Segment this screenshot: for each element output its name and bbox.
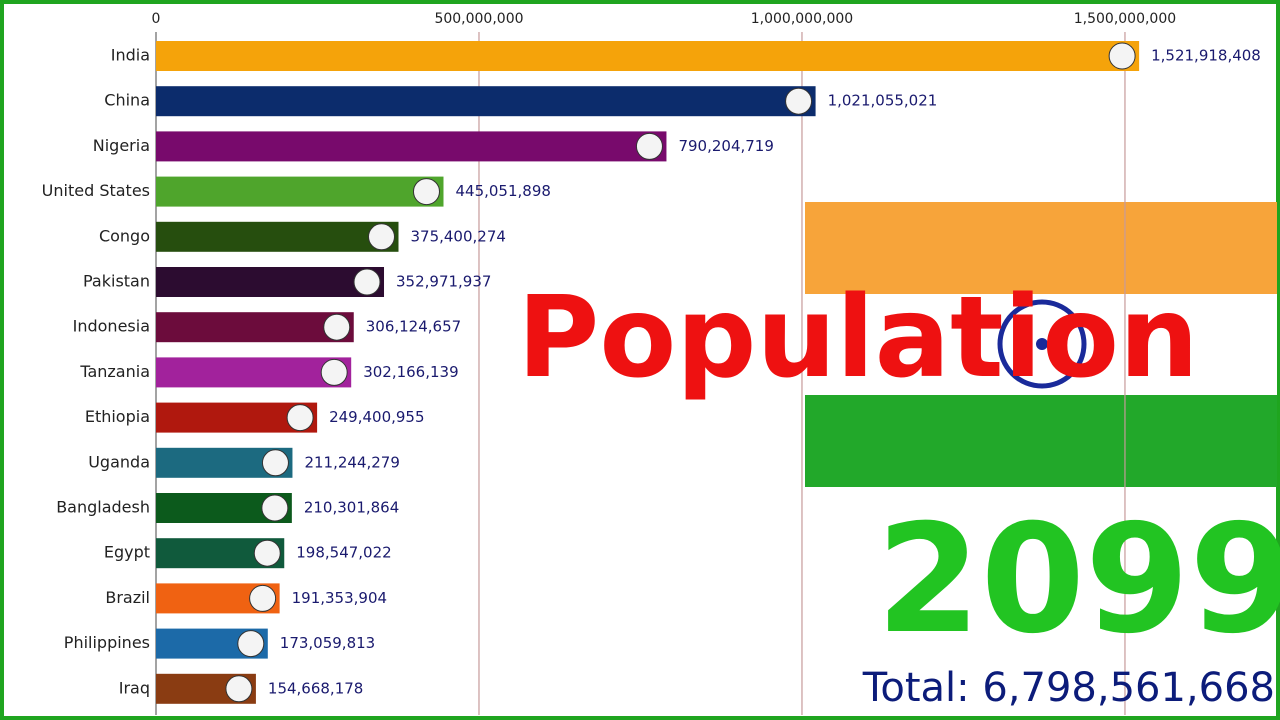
x-tick-label: 0 [152,11,161,27]
bar [156,176,444,207]
x-tick-label: 1,000,000,000 [751,11,853,27]
flag-icon [320,358,348,386]
flag-icon [253,539,281,567]
flag-background [805,202,1277,487]
value-label: 198,547,022 [296,544,391,562]
value-label: 173,059,813 [280,634,375,652]
flag-icon [261,494,289,522]
value-label: 306,124,657 [366,318,461,336]
category-label: Philippines [64,633,150,652]
bar [156,267,385,297]
category-label: Egypt [104,543,150,562]
category-label: China [104,91,150,110]
value-label: 154,668,178 [268,679,363,697]
category-label: Nigeria [93,136,150,155]
flag-icon [237,630,265,658]
flag-icon [249,584,277,612]
value-label: 1,021,055,021 [828,92,938,110]
category-label: Indonesia [73,317,150,336]
year-label: 2099 [876,493,1280,667]
flag-icon [353,268,381,296]
value-label: 191,353,904 [292,589,387,607]
category-label: Brazil [105,588,150,607]
value-label: 210,301,864 [304,499,399,517]
category-label: Congo [99,226,150,245]
flag-icon [261,449,289,477]
category-label: Bangladesh [56,498,150,517]
x-tick-label: 1,500,000,000 [1074,11,1176,27]
category-label: India [111,46,150,65]
flag-icon [225,675,253,703]
value-label: 211,244,279 [304,453,399,471]
total-label: Total: 6,798,561,668 [862,665,1275,711]
value-label: 375,400,274 [410,227,505,245]
flag-icon [367,223,395,251]
flag-icon [635,132,663,160]
flag-icon [412,178,440,206]
bar [156,41,1140,71]
flag-icon [785,87,813,115]
category-label: Pakistan [83,272,150,291]
x-tick-label: 500,000,000 [434,11,523,27]
bar [156,221,399,252]
flag-icon [323,313,351,341]
flag-icon [1108,42,1136,70]
category-label: United States [42,181,150,200]
value-label: 445,051,898 [455,182,550,200]
value-label: 1,521,918,408 [1151,47,1261,65]
value-label: 302,166,139 [363,363,458,381]
category-label: Uganda [88,452,150,471]
value-label: 790,204,719 [678,137,773,155]
category-label: Iraq [119,678,150,697]
value-label: 352,971,937 [396,273,491,291]
bar [156,357,352,388]
bar [156,86,816,117]
flag-icon [286,404,314,432]
chart-title: Population [517,273,1199,403]
bar [156,131,667,162]
value-label: 249,400,955 [329,408,424,426]
category-label: Ethiopia [85,407,150,426]
category-label: Tanzania [79,362,150,381]
bar [156,312,354,343]
